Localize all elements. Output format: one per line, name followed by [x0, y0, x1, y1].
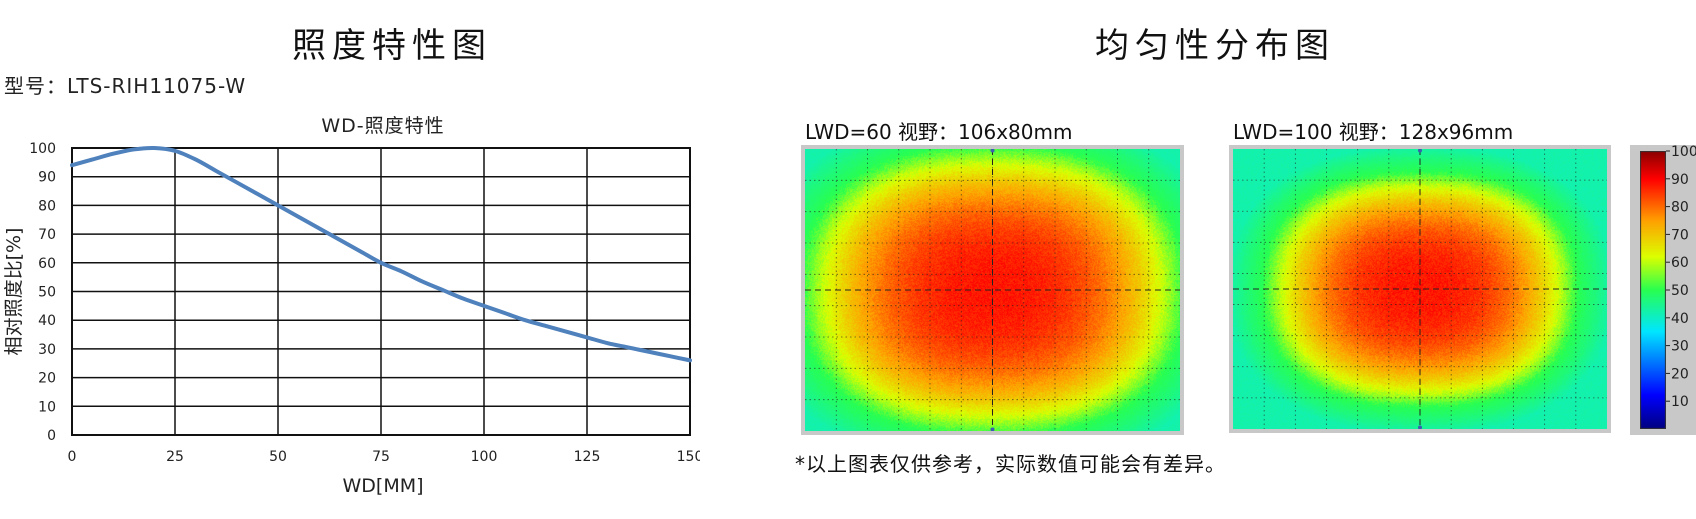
- heatmap-1-grid: [805, 149, 1180, 431]
- y-tick-label: 0: [47, 428, 56, 444]
- y-tick-label: 60: [38, 256, 56, 272]
- right-title: 均匀性分布图: [1095, 26, 1335, 66]
- x-tick-label: 25: [166, 449, 184, 465]
- y-tick-label: 90: [38, 170, 56, 186]
- y-tick-label: 20: [38, 371, 56, 387]
- colorbar-tick-label: 40: [1671, 311, 1689, 327]
- y-tick-label: 80: [38, 198, 56, 214]
- colorbar-tick-label: 30: [1671, 339, 1689, 355]
- x-tick-label: 50: [269, 449, 287, 465]
- y-tick-label: 100: [29, 141, 56, 157]
- colorbar-tick-label: 10: [1671, 394, 1689, 410]
- y-tick-label: 30: [38, 342, 56, 358]
- colorbar-tick-label: 90: [1671, 172, 1689, 188]
- colorbar-tick-label: 70: [1671, 227, 1689, 243]
- heatmap-1-label: LWD=60 视野：106x80mm: [805, 120, 1073, 144]
- left-title: 照度特性图: [292, 26, 492, 66]
- wd-illuminance-chart: 0 10 20 30 40 50 60 70 80 90 100 0 25 50 75 100 125 150 WD…: [3, 115, 700, 497]
- x-axis-label: WD[MM]: [342, 475, 423, 497]
- plot-border: [71, 147, 691, 436]
- x-tick-label: 75: [372, 449, 390, 465]
- marker-top: [1418, 149, 1422, 153]
- colorbar: [1640, 151, 1666, 429]
- y-axis-label: 相对照度比[%]: [3, 228, 25, 356]
- model-label: 型号：LTS-RIH11075-W: [4, 74, 247, 98]
- colorbar-tick-label: 20: [1671, 366, 1689, 382]
- y-tick-label: 40: [38, 313, 56, 329]
- colorbar-ticks: 10 20 30 40 50 60 70 80 90 100: [1666, 144, 1696, 410]
- y-tick-label: 10: [38, 399, 56, 415]
- x-tick-label: 0: [68, 449, 77, 465]
- colorbar-tick-label: 60: [1671, 255, 1689, 271]
- x-tick-label: 125: [574, 449, 601, 465]
- disclaimer-note: *以上图表仅供参考，实际数值可能会有差异。: [795, 452, 1226, 476]
- marker-bottom: [990, 427, 995, 431]
- x-tick-label: 150: [677, 449, 700, 465]
- marker-top: [990, 149, 995, 153]
- heatmap-2-label: LWD=100 视野：128x96mm: [1233, 120, 1514, 144]
- chart-title: WD-照度特性: [321, 115, 444, 137]
- y-tick-label: 70: [38, 227, 56, 243]
- heatmap-2-grid: [1233, 149, 1607, 429]
- x-tick-label: 100: [471, 449, 498, 465]
- marker-bottom: [1418, 425, 1422, 429]
- y-tick-label: 50: [38, 285, 56, 301]
- series-line: [70, 145, 692, 363]
- colorbar-tick-label: 80: [1671, 200, 1689, 216]
- colorbar-tick-label: 100: [1671, 144, 1696, 160]
- colorbar-tick-label: 50: [1671, 283, 1689, 299]
